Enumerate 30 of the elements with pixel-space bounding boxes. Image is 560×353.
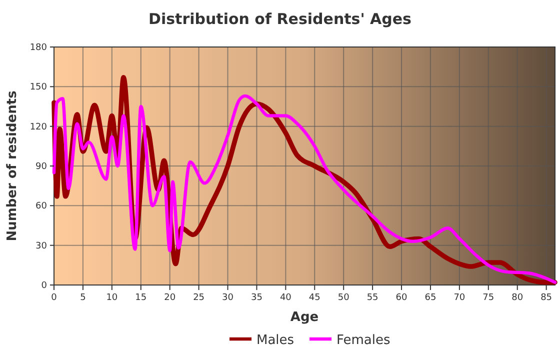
x-tick-label: 5 [80,293,86,303]
x-tick-label: 55 [366,293,378,303]
x-tick-label: 70 [454,293,466,303]
x-tick-label: 75 [482,293,494,303]
x-tick-label: 20 [164,293,176,303]
y-axis-title: Number of residents [5,90,20,242]
legend-label: Males [256,333,294,348]
y-tick-label: 90 [36,162,48,172]
x-tick-label: 85 [540,293,552,303]
y-tick-label: 30 [36,241,48,252]
x-tick-label: 15 [135,293,147,303]
legend-label: Females [336,333,391,348]
y-tick-label: 60 [36,202,48,212]
x-tick-label: 40 [280,293,292,303]
x-tick-label: 65 [424,293,436,303]
x-tick-label: 10 [106,293,118,303]
x-tick-label: 50 [338,293,350,303]
x-tick-label: 30 [222,293,234,303]
y-tick-label: 120 [30,122,48,132]
x-tick-label: 35 [250,293,262,303]
chart-title: Distribution of Residents' Ages [148,10,412,28]
x-axis-title: Age [290,310,319,325]
x-tick-label: 0 [51,293,58,303]
x-tick-label: 25 [193,293,205,303]
y-tick-label: 150 [30,82,48,93]
x-tick-label: 80 [512,293,524,303]
x-tick-label: 45 [308,293,320,303]
x-tick-label: 60 [396,293,408,303]
y-tick-label: 0 [41,281,48,291]
y-tick-label: 180 [30,43,48,53]
